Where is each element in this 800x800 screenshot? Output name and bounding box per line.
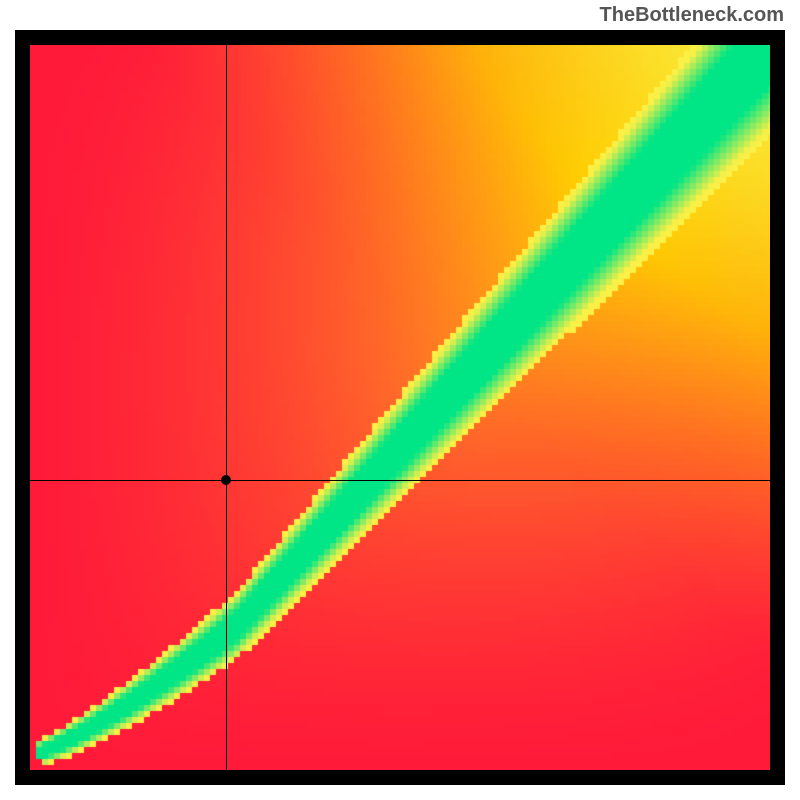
watermark-text: TheBottleneck.com <box>600 4 784 27</box>
chart-frame <box>15 30 785 785</box>
crosshair-vertical <box>226 45 227 770</box>
heatmap-canvas <box>30 45 770 770</box>
crosshair-horizontal <box>30 480 770 481</box>
